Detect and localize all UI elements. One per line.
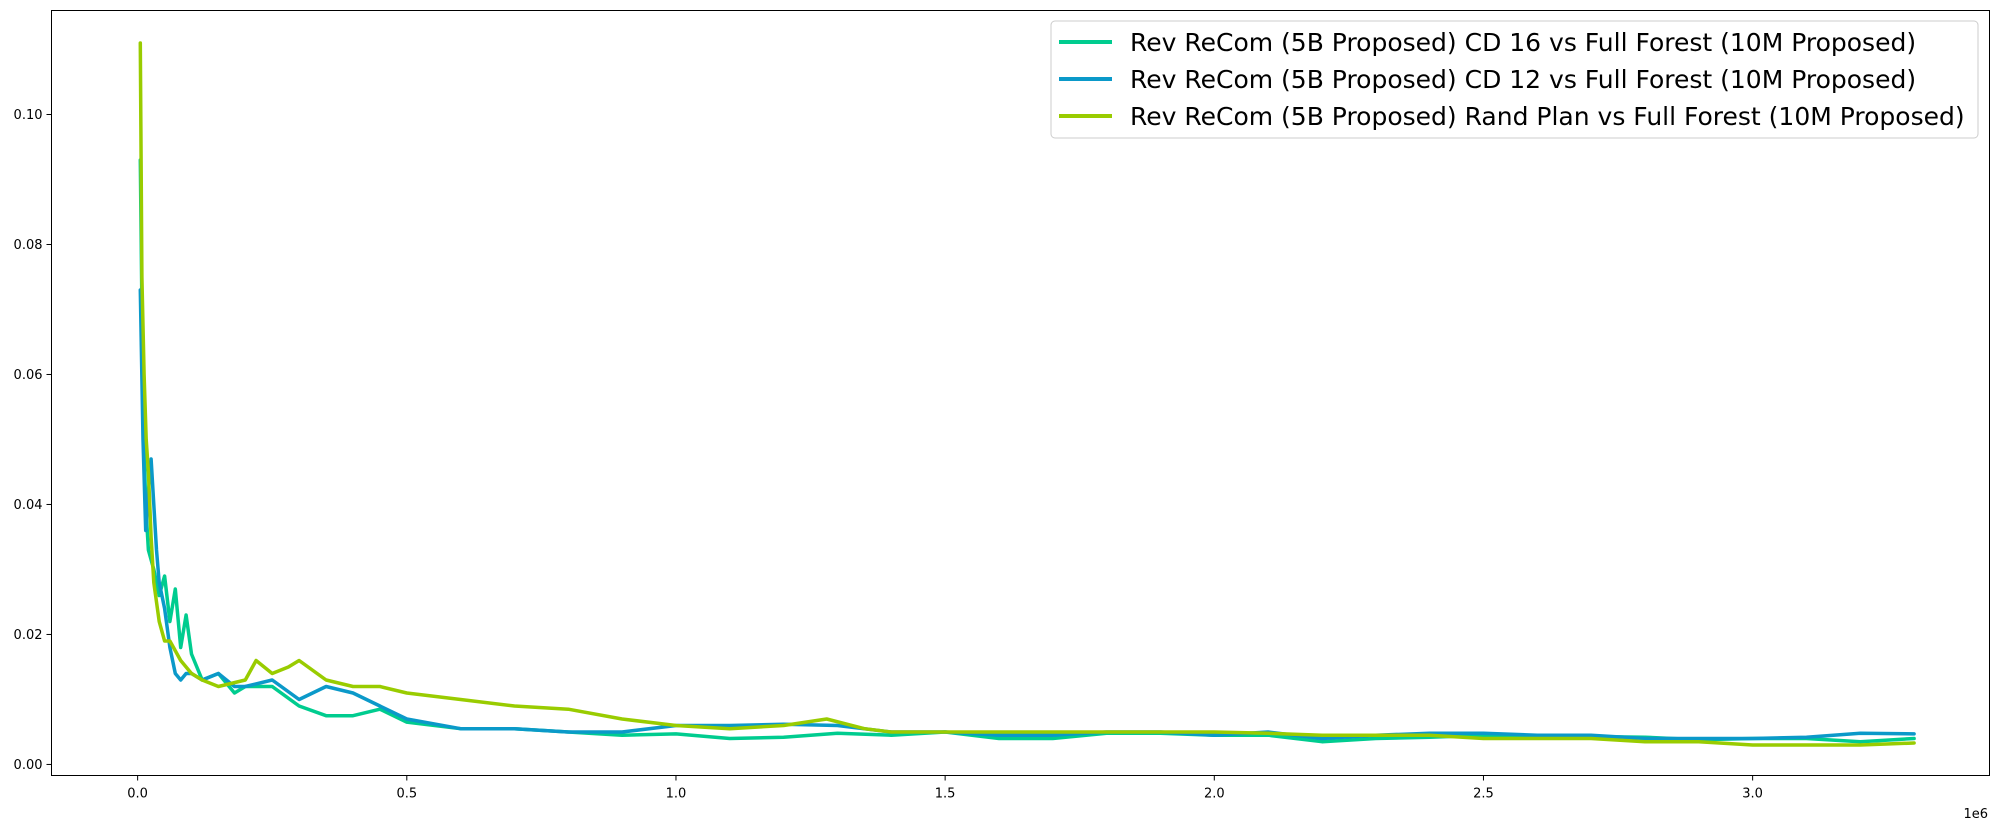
x-axis: 0.0 0.5 1.0 1.5 2.0 2.5 3.0 [127,775,1763,802]
series-layer [138,41,1916,747]
x-tick-label: 1.0 [666,787,687,802]
legend: Rev ReCom (5B Proposed) CD 16 vs Full Fo… [1050,20,1979,139]
legend-label: Rev ReCom (5B Proposed) Rand Plan vs Ful… [1130,102,1965,131]
series-line-3 [138,41,1916,747]
x-tick-label: 2.5 [1473,787,1494,802]
legend-box [1050,20,1979,139]
y-tick-label: 0.08 [14,238,43,253]
plot-frame [51,10,1990,776]
legend-label: Rev ReCom (5B Proposed) CD 12 vs Full Fo… [1130,65,1916,94]
y-axis: 0.00 0.02 0.04 0.06 0.08 0.10 [14,108,52,773]
y-tick-label: 0.02 [14,628,43,643]
y-tick-label: 0.10 [14,108,43,123]
series-line-2 [138,288,1916,741]
y-tick-label: 0.00 [14,758,43,773]
y-tick-label: 0.04 [14,498,43,513]
x-offset-label: 1e6 [1963,807,1988,822]
x-tick-label: 0.0 [127,787,148,802]
legend-label: Rev ReCom (5B Proposed) CD 16 vs Full Fo… [1130,28,1916,57]
x-tick-label: 1.5 [935,787,956,802]
y-tick-label: 0.06 [14,368,43,383]
x-tick-label: 0.5 [396,787,417,802]
x-tick-label: 2.0 [1204,787,1225,802]
x-tick-label: 3.0 [1742,787,1763,802]
